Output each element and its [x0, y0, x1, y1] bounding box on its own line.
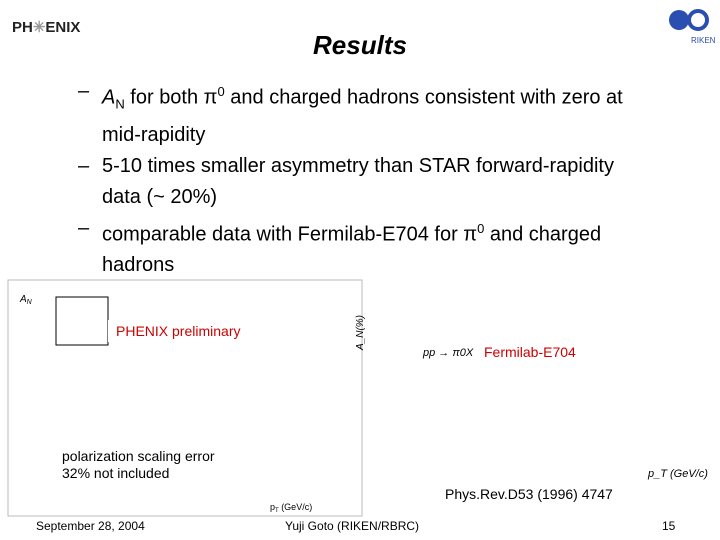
- bullet: – AN for both π0 and charged hadrons cons…: [78, 76, 658, 151]
- title: Results: [313, 30, 407, 60]
- x-axis-label: p_T (GeV/c): [647, 468, 708, 480]
- text: π: [463, 223, 478, 246]
- text: T: [275, 508, 279, 514]
- footer-date: September 28, 2004: [36, 519, 145, 533]
- page-number: 15: [662, 519, 676, 533]
- bullet-list: – AN for both π0 and charged hadrons cons…: [78, 76, 658, 281]
- text: and charged hadrons consistent with zero…: [102, 86, 623, 146]
- text: comparable data with Fermilab-E704 for: [102, 223, 464, 246]
- bullet: – comparable data with Fermilab-E704 for …: [78, 213, 658, 282]
- annotation: Fermilab-E704: [484, 344, 576, 360]
- logo-text: RIKEN: [691, 36, 716, 45]
- text: (GeV/c): [279, 502, 313, 512]
- logo-text: ENIX: [45, 19, 81, 36]
- phenix-logo: PH✳ENIX: [12, 19, 81, 36]
- annotation-box: [58, 444, 264, 486]
- text: p: [270, 502, 275, 512]
- text: N: [27, 299, 33, 306]
- text: 0: [477, 220, 485, 236]
- bullet-marker: –: [78, 216, 90, 239]
- x-axis-label: pT (GeV/c): [270, 502, 312, 514]
- y-axis-label: AN: [19, 294, 33, 306]
- logo-text: PH: [12, 19, 33, 36]
- text: π: [203, 86, 218, 109]
- reference: Phys.Rev.D53 (1996) 4747: [445, 486, 613, 502]
- annotation: PHENIX preliminary: [116, 323, 240, 339]
- text: A: [19, 294, 27, 305]
- text: for both: [124, 86, 204, 109]
- text: N: [115, 96, 125, 112]
- annotation: polarization scaling error 32% not inclu…: [62, 448, 218, 481]
- footer-author: Yuji Goto (RIKEN/RBRC): [285, 519, 420, 533]
- bullet: –5-10 times smaller asymmetry than STAR …: [78, 151, 642, 213]
- legend-box: [55, 296, 109, 346]
- text: and charged hadrons: [102, 223, 602, 277]
- text: 0: [217, 84, 225, 99]
- bullet-marker: –: [78, 80, 90, 102]
- annotation-box: [108, 320, 278, 342]
- text: A: [102, 86, 116, 109]
- right-plot-frame: [372, 318, 712, 478]
- text: 5-10 times smaller asymmetry than STAR f…: [102, 154, 614, 208]
- reaction-label: pp → π0X: [422, 347, 474, 359]
- y-axis-label: A_N(%): [355, 315, 366, 351]
- bullet-marker: –: [78, 154, 90, 177]
